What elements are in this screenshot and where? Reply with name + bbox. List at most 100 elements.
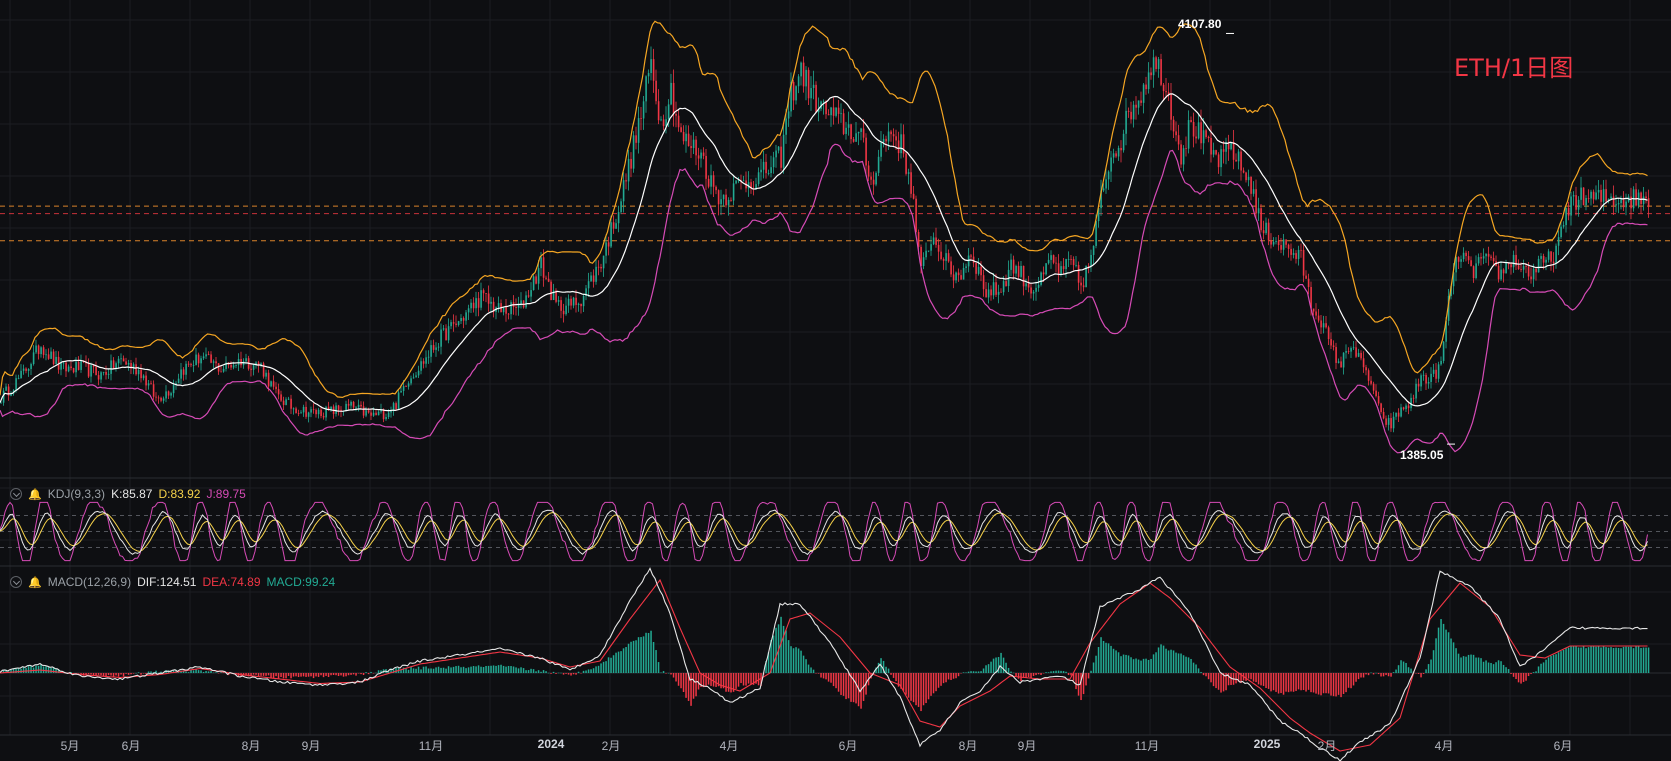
macd-histogram-bar: [235, 673, 237, 674]
candle-body: [1295, 253, 1297, 259]
macd-histogram-bar: [342, 673, 345, 677]
time-axis-tick-0: 5月: [60, 739, 80, 753]
candle-body: [1567, 208, 1570, 216]
macd-histogram-bar: [957, 673, 960, 677]
kdj-indicator-name[interactable]: KDJ(9,3,3): [47, 487, 106, 501]
candle-body: [1092, 245, 1095, 255]
macd-histogram-bar: [1602, 646, 1605, 673]
bell-icon[interactable]: 🔔: [28, 488, 42, 501]
macd-histogram-bar: [1115, 650, 1117, 673]
candle-body: [1117, 147, 1120, 157]
macd-histogram-bar: [300, 673, 302, 677]
macd-histogram-bar: [172, 670, 175, 673]
macd-histogram-bar: [1647, 647, 1650, 673]
macd-histogram-bar: [1507, 669, 1510, 673]
candle-body: [382, 409, 385, 420]
time-axis-tick-8: 6月: [838, 739, 858, 753]
candle-body: [1482, 256, 1485, 259]
candle-body: [800, 62, 802, 77]
macd-histogram-bar: [1155, 652, 1157, 673]
macd-histogram-bar: [1582, 645, 1585, 673]
macd-histogram-bar: [1590, 646, 1592, 673]
candle-body: [917, 232, 920, 247]
candle-body: [865, 137, 867, 166]
collapse-chevron-icon[interactable]: [10, 576, 22, 588]
candle-body: [582, 296, 585, 307]
macd-histogram-bar: [487, 665, 490, 673]
macd-histogram-bar: [735, 673, 737, 689]
macd-histogram-bar: [95, 673, 97, 676]
candle-body: [1042, 272, 1045, 275]
candle-body: [477, 298, 480, 308]
candle-body: [32, 352, 35, 365]
candle-body: [102, 371, 105, 373]
macd-hist-value: MACD:99.24: [266, 575, 336, 589]
macd-histogram-bar: [1450, 638, 1452, 673]
macd-histogram-bar: [850, 673, 852, 702]
macd-histogram-bar: [92, 673, 95, 676]
macd-histogram-bar: [1032, 673, 1035, 677]
candle-body: [825, 101, 827, 115]
candle-body: [1490, 256, 1492, 258]
candle-body: [467, 308, 470, 313]
candle-body: [687, 133, 690, 147]
macd-histogram-bar: [420, 669, 422, 673]
macd-histogram-bar: [517, 668, 520, 673]
candle-body: [925, 250, 927, 258]
candle-body: [1445, 320, 1447, 342]
candle-body: [452, 322, 455, 324]
candle-body: [907, 172, 910, 174]
candle-body: [242, 361, 245, 366]
candle-body: [1247, 176, 1250, 181]
macd-histogram-bar: [1260, 673, 1262, 686]
macd-histogram-bar: [1357, 673, 1360, 680]
macd-histogram-bar: [1002, 657, 1005, 673]
macd-histogram-bar: [830, 673, 832, 683]
candle-body: [1347, 351, 1350, 352]
macd-histogram-bar: [490, 665, 492, 673]
candle-body: [1002, 281, 1005, 293]
candle-body: [1537, 258, 1540, 273]
candle-body: [1205, 130, 1207, 137]
candle-body: [615, 223, 617, 229]
macd-indicator-name[interactable]: MACD(12,26,9): [47, 575, 132, 589]
macd-histogram-bar: [527, 670, 530, 673]
candle-body: [1115, 153, 1117, 157]
macd-histogram-bar: [282, 673, 285, 679]
candle-body: [345, 403, 347, 411]
candle-body: [847, 124, 850, 128]
macd-histogram-bar: [815, 673, 817, 674]
bell-icon[interactable]: 🔔: [28, 576, 42, 589]
macd-histogram-bar: [1207, 673, 1210, 680]
candle-body: [957, 272, 960, 276]
candle-body: [1612, 196, 1615, 206]
candle-body: [1377, 396, 1380, 404]
candle-body: [1475, 263, 1477, 279]
macd-histogram-bar: [502, 665, 505, 673]
candle-body: [867, 165, 870, 177]
collapse-chevron-icon[interactable]: [10, 488, 22, 500]
macd-histogram-bar: [615, 652, 617, 673]
candle-body: [150, 383, 152, 385]
candle-body: [35, 345, 37, 353]
candle-body: [1000, 291, 1002, 293]
macd-histogram-bar: [600, 663, 602, 673]
candle-body: [1287, 244, 1290, 249]
candle-body: [772, 157, 775, 168]
candle-body: [617, 212, 620, 224]
macd-histogram-bar: [1205, 673, 1207, 677]
candle-body: [1017, 265, 1020, 277]
macd-histogram-bar: [720, 673, 722, 689]
macd-histogram-bar: [915, 673, 917, 706]
macd-histogram-bar: [1000, 652, 1002, 673]
candle-body: [1525, 266, 1527, 267]
macd-histogram-bar: [1642, 647, 1645, 673]
macd-histogram-bar: [450, 667, 452, 673]
candle-body: [1270, 240, 1272, 245]
macd-histogram-bar: [1380, 673, 1382, 677]
candle-body: [527, 295, 530, 297]
macd-histogram-bar: [1515, 673, 1517, 680]
candle-body: [1062, 266, 1065, 270]
